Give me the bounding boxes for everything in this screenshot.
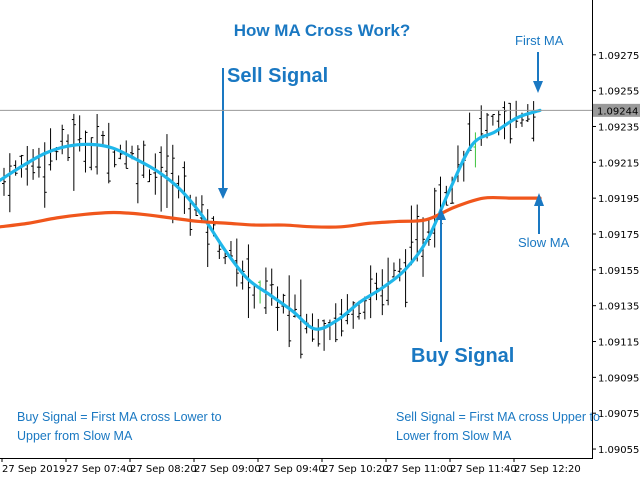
x-tick-label: 27 Sep 2019	[2, 464, 65, 475]
moving-average-lines	[0, 108, 542, 331]
price-bar	[234, 238, 239, 287]
price-bar	[71, 113, 76, 191]
price-bar	[153, 153, 158, 195]
price-bar	[531, 101, 536, 142]
first-ma-line	[0, 108, 542, 331]
x-tick-label: 27 Sep 08:20	[130, 464, 197, 475]
first-ma-arrow	[533, 52, 543, 93]
y-tick-label: 1.09195	[598, 194, 639, 205]
price-bar	[89, 137, 94, 171]
price-bar	[403, 249, 408, 308]
current-price-box	[593, 103, 640, 117]
price-bar	[100, 130, 105, 147]
price-bar	[141, 140, 146, 179]
sell-arrow	[218, 68, 228, 199]
price-bar	[135, 145, 140, 204]
price-bar	[415, 204, 420, 262]
price-bar	[106, 122, 111, 184]
current-price-label: 1.09244	[597, 106, 638, 117]
slow-ma-arrow	[534, 193, 544, 234]
x-tick-label: 27 Sep 11:00	[386, 464, 453, 475]
price-bar	[83, 130, 88, 173]
price-bar	[380, 269, 385, 316]
price-bar	[269, 268, 274, 306]
price-bar	[322, 319, 327, 351]
price-bar	[287, 275, 292, 348]
y-tick-label: 1.09255	[598, 87, 639, 98]
x-tick-label: 27 Sep 07:40	[66, 464, 133, 475]
y-tick-label: 1.09075	[598, 409, 639, 420]
price-bar	[112, 149, 117, 168]
y-tick-label: 1.09275	[598, 51, 639, 62]
price-bar	[228, 241, 233, 257]
annotations: How MA Cross Work? Sell Signal Buy Signa…	[17, 21, 600, 443]
price-bar	[2, 167, 6, 196]
sell-signal-label: Sell Signal	[227, 65, 328, 87]
x-tick-label: 27 Sep 09:40	[258, 464, 325, 475]
slow-ma-line	[0, 195, 542, 229]
y-tick-label: 1.09095	[598, 373, 639, 384]
price-bar	[36, 147, 41, 178]
buy-note-line-1: Buy Signal = First MA cross Lower to	[17, 410, 222, 424]
price-bar	[159, 146, 164, 212]
current-price-marker: 1.09244	[0, 103, 640, 117]
price-bar	[13, 160, 18, 176]
price-bar	[409, 205, 414, 266]
y-tick-label: 1.09215	[598, 158, 639, 169]
price-bar	[7, 153, 12, 213]
price-bar	[397, 258, 402, 282]
x-tick-label: 27 Sep 12:20	[514, 464, 581, 475]
price-bar	[391, 262, 396, 278]
price-bar	[502, 101, 507, 140]
y-tick-label: 1.09055	[598, 445, 639, 456]
y-tick-label: 1.09115	[598, 338, 639, 349]
first-ma-label: First MA	[515, 33, 564, 48]
y-tick-label: 1.09155	[598, 266, 639, 277]
buy-signal-label: Buy Signal	[411, 345, 514, 367]
price-bar	[48, 128, 53, 171]
sell-note-line-1: Sell Signal = First MA cross Upper to	[396, 410, 600, 424]
x-tick-label: 27 Sep 09:00	[194, 464, 261, 475]
y-tick-label: 1.09135	[598, 302, 639, 313]
price-bar	[368, 265, 373, 319]
y-axis-ticks: 1.09275 1.09255 1.09235 1.09215 1.09195 1.091…	[592, 51, 639, 456]
sell-note-line-2: Lower from Slow MA	[396, 429, 512, 443]
chart-title: How MA Cross Work?	[234, 21, 411, 40]
price-bar	[60, 124, 65, 155]
buy-note-line-2: Upper from Slow MA	[17, 429, 133, 443]
slow-ma-label: Slow MA	[518, 235, 570, 250]
y-tick-label: 1.09235	[598, 122, 639, 133]
price-bar	[182, 161, 187, 214]
buy-arrow	[436, 208, 446, 342]
price-bar	[199, 195, 204, 224]
price-bar	[345, 294, 350, 325]
x-tick-label: 27 Sep 10:20	[322, 464, 389, 475]
price-bar	[164, 134, 169, 208]
y-tick-label: 1.09175	[598, 230, 639, 241]
price-bar	[490, 114, 495, 126]
price-bar	[374, 272, 379, 301]
price-bar	[31, 149, 36, 180]
price-bar	[205, 209, 210, 268]
x-tick-label: 27 Sep 11:40	[450, 464, 517, 475]
price-bar	[275, 286, 280, 331]
price-bar	[147, 169, 152, 183]
